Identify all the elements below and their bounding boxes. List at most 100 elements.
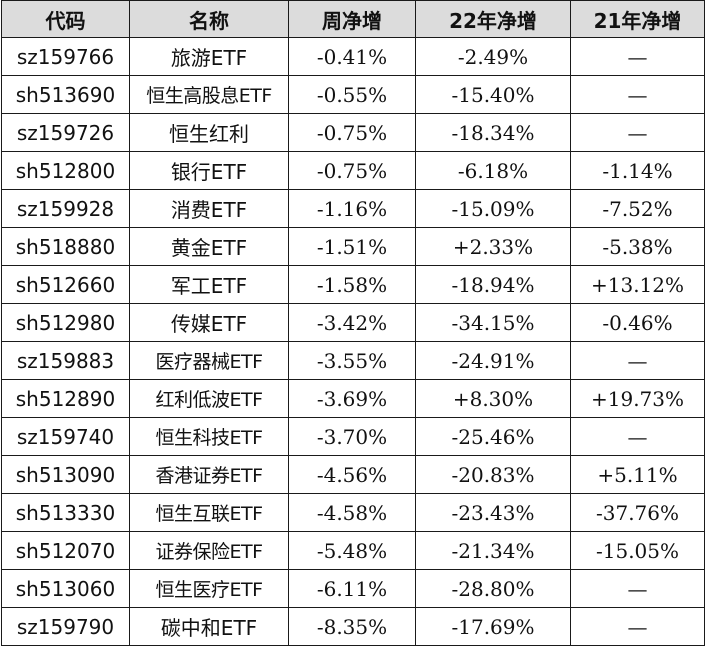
cell-name: 红利低波ETF [129,379,289,418]
table-row: sh513060 恒生医疗ETF -6.11% -28.80% — [1,569,705,608]
cell-name: 传媒ETF [129,303,289,342]
cell-code: sh518880 [1,227,130,266]
cell-name: 碳中和ETF [129,607,289,646]
cell-week-change: -4.58% [288,493,416,532]
cell-name: 香港证券ETF [129,455,289,494]
cell-week-change: -3.55% [288,341,416,380]
table-row: sh512070 证券保险ETF -5.48% -21.34% -15.05% [1,531,705,570]
header-code: 代码 [1,0,130,38]
cell-2021-change: +13.12% [570,265,705,304]
cell-2022-change: -15.09% [415,189,571,228]
cell-week-change: -0.75% [288,113,416,152]
cell-week-change: -6.11% [288,569,416,608]
cell-name: 恒生红利 [129,113,289,152]
cell-code: sz159740 [1,417,130,456]
cell-name: 黄金ETF [129,227,289,266]
cell-2021-change: -37.76% [570,493,705,532]
header-name: 名称 [129,0,289,38]
header-week-change: 周净增 [288,0,416,38]
table-row: sz159883 医疗器械ETF -3.55% -24.91% — [1,341,705,380]
table-row: sh513330 恒生互联ETF -4.58% -23.43% -37.76% [1,493,705,532]
cell-2021-change: -7.52% [570,189,705,228]
table-row: sz159790 碳中和ETF -8.35% -17.69% — [1,607,705,646]
cell-code: sz159790 [1,607,130,646]
cell-week-change: -1.16% [288,189,416,228]
cell-week-change: -4.56% [288,455,416,494]
header-2021-change: 21年净增 [570,0,705,38]
cell-2022-change: -24.91% [415,341,571,380]
cell-2022-change: -23.43% [415,493,571,532]
cell-week-change: -3.69% [288,379,416,418]
cell-week-change: -3.70% [288,417,416,456]
cell-name: 医疗器械ETF [129,341,289,380]
table-row: sh512890 红利低波ETF -3.69% +8.30% +19.73% [1,379,705,418]
table-row: sh512800 银行ETF -0.75% -6.18% -1.14% [1,151,705,190]
cell-2021-change: — [570,341,705,380]
cell-2022-change: -28.80% [415,569,571,608]
cell-2022-change: +8.30% [415,379,571,418]
cell-2022-change: -18.34% [415,113,571,152]
cell-week-change: -3.42% [288,303,416,342]
table-body: sz159766 旅游ETF -0.41% -2.49% — sh513690 恒生高股息E… [1,37,705,646]
table-row: sz159928 消费ETF -1.16% -15.09% -7.52% [1,189,705,228]
cell-2021-change: -1.14% [570,151,705,190]
cell-name: 旅游ETF [129,37,289,76]
table-row: sh512660 军工ETF -1.58% -18.94% +13.12% [1,265,705,304]
cell-code: sh513090 [1,455,130,494]
cell-2022-change: -6.18% [415,151,571,190]
cell-week-change: -8.35% [288,607,416,646]
cell-2022-change: -21.34% [415,531,571,570]
header-row: 代码 名称 周净增 22年净增 21年净增 [1,0,705,38]
cell-2021-change: — [570,75,705,114]
cell-name: 军工ETF [129,265,289,304]
cell-2022-change: -2.49% [415,37,571,76]
table-row: sz159740 恒生科技ETF -3.70% -25.46% — [1,417,705,456]
cell-code: sz159883 [1,341,130,380]
table-row: sh518880 黄金ETF -1.51% +2.33% -5.38% [1,227,705,266]
cell-2021-change: — [570,37,705,76]
cell-2021-change: -5.38% [570,227,705,266]
table-row: sz159766 旅游ETF -0.41% -2.49% — [1,37,705,76]
cell-2021-change: — [570,569,705,608]
cell-code: sh513330 [1,493,130,532]
cell-2021-change: — [570,607,705,646]
cell-week-change: -0.75% [288,151,416,190]
cell-2022-change: -34.15% [415,303,571,342]
table-row: sh512980 传媒ETF -3.42% -34.15% -0.46% [1,303,705,342]
cell-name: 恒生互联ETF [129,493,289,532]
cell-name: 证券保险ETF [129,531,289,570]
cell-code: sz159928 [1,189,130,228]
cell-code: sz159726 [1,113,130,152]
cell-week-change: -0.41% [288,37,416,76]
cell-code: sh512070 [1,531,130,570]
cell-code: sh512800 [1,151,130,190]
cell-name: 恒生医疗ETF [129,569,289,608]
table-row: sz159726 恒生红利 -0.75% -18.34% — [1,113,705,152]
cell-week-change: -1.58% [288,265,416,304]
cell-2022-change: -25.46% [415,417,571,456]
cell-2022-change: -20.83% [415,455,571,494]
cell-name: 消费ETF [129,189,289,228]
cell-week-change: -5.48% [288,531,416,570]
cell-week-change: -0.55% [288,75,416,114]
cell-2022-change: -18.94% [415,265,571,304]
table-row: sh513090 香港证券ETF -4.56% -20.83% +5.11% [1,455,705,494]
cell-2021-change: +5.11% [570,455,705,494]
cell-2021-change: — [570,417,705,456]
cell-code: sh512980 [1,303,130,342]
cell-2022-change: +2.33% [415,227,571,266]
cell-code: sh512660 [1,265,130,304]
cell-2022-change: -15.40% [415,75,571,114]
cell-2021-change: -0.46% [570,303,705,342]
cell-2021-change: +19.73% [570,379,705,418]
cell-2021-change: -15.05% [570,531,705,570]
cell-2021-change: — [570,113,705,152]
cell-2022-change: -17.69% [415,607,571,646]
cell-week-change: -1.51% [288,227,416,266]
cell-name: 恒生科技ETF [129,417,289,456]
header-2022-change: 22年净增 [415,0,571,38]
cell-name: 恒生高股息ETF [129,75,289,114]
cell-code: sh513690 [1,75,130,114]
cell-code: sh513060 [1,569,130,608]
